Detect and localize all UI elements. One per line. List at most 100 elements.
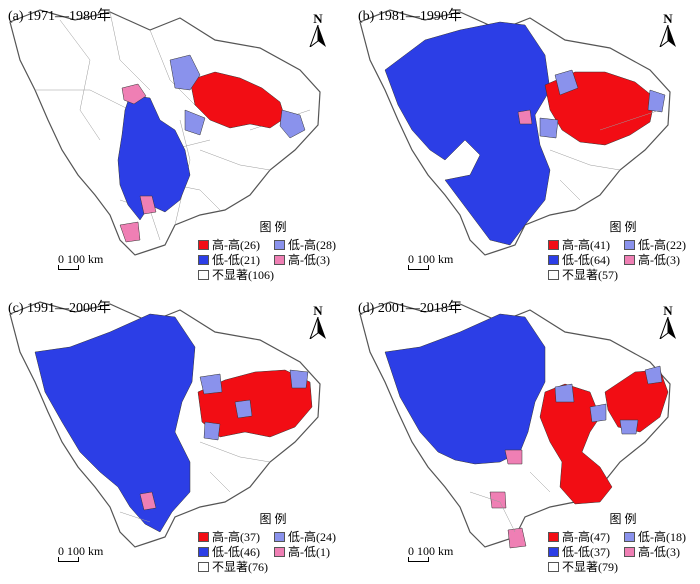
legend-title: 图 例 (259, 512, 287, 526)
swatch-low-low (198, 546, 209, 557)
cluster-low-low (384, 21, 551, 246)
swatch-high-low (274, 546, 285, 557)
legend-high-low: 高-低(3) (288, 253, 330, 267)
cluster-high-low (489, 491, 507, 509)
legend-low-high: 低-高(24) (288, 530, 336, 544)
legend-high-high: 高-高(47) (562, 530, 610, 544)
cluster-low-high (203, 421, 221, 441)
legend-low-low: 低-低(37) (562, 545, 610, 559)
scale-bar-line (58, 557, 79, 562)
swatch-high-low (274, 254, 285, 265)
cluster-low-high (554, 69, 579, 96)
cluster-low-low (384, 313, 546, 465)
cluster-high-low (139, 491, 157, 511)
cluster-low-low (34, 313, 196, 533)
cluster-high-high (189, 71, 286, 129)
legend-title: 图 例 (259, 220, 287, 234)
scale-label: 0 100 km (408, 544, 454, 558)
scale-label: 0 100 km (408, 252, 454, 266)
north-label: N (313, 11, 323, 26)
scale-bar: 0 100 km (408, 252, 454, 270)
legend-high-high: 高-高(41) (562, 238, 610, 252)
legend-not-significant: 不显著(79) (562, 560, 618, 574)
swatch-low-high (274, 531, 285, 542)
legend-low-high: 低-高(28) (288, 238, 336, 252)
north-label: N (663, 303, 673, 318)
legend-not-significant: 不显著(106) (212, 268, 274, 282)
legend-high-high: 高-高(26) (212, 238, 260, 252)
legend-high-high: 高-高(37) (212, 530, 260, 544)
panel-title: (c) 1991—2000年 (8, 301, 112, 316)
scale-label: 0 100 km (58, 252, 104, 266)
swatch-not-significant (548, 561, 559, 572)
swatch-high-high (548, 531, 559, 542)
cluster-low-high (184, 109, 206, 136)
legend-title: 图 例 (609, 512, 637, 526)
swatch-low-low (548, 254, 559, 265)
lisa-cluster-map-d (359, 301, 671, 549)
cluster-low-high (539, 117, 559, 139)
lisa-cluster-map-b (359, 9, 671, 256)
legend-low-low: 低-低(64) (562, 253, 610, 267)
panel-title: (a) 1971—1980年 (8, 9, 112, 24)
legend-low-high: 低-高(22) (638, 238, 686, 252)
scale-bar: 0 100 km (408, 544, 454, 562)
swatch-low-low (198, 254, 209, 265)
legend: 图 例 高-高(41) 低-高(22) 低-低(64) 高-低(3) 不显著(5… (548, 218, 698, 282)
cluster-high-low (121, 83, 147, 105)
swatch-not-significant (548, 269, 559, 280)
map-panel-a: (a) 1971—1980年 N 0 100 km 图 例 高-高(26) 低-… (0, 0, 350, 292)
legend-low-low: 低-低(21) (212, 253, 260, 267)
cluster-low-low (117, 94, 191, 221)
swatch-not-significant (198, 561, 209, 572)
cluster-low-high (589, 403, 607, 423)
legend: 图 例 高-高(47) 低-高(18) 低-低(37) 高-低(3) 不显著(7… (548, 510, 698, 574)
legend-low-low: 低-低(46) (212, 545, 260, 559)
legend: 图 例 高-高(26) 低-高(28) 低-低(21) 高-低(3) 不显著(1… (198, 218, 348, 282)
map-panel-c: (c) 1991—2000年 N 0 100 km 图 例 高-高(37) 低-… (0, 292, 350, 584)
cluster-low-high (234, 399, 253, 419)
swatch-high-high (548, 239, 559, 250)
north-label: N (313, 303, 323, 318)
cluster-high-low (119, 221, 141, 243)
swatch-high-high (198, 239, 209, 250)
panel-title: (b) 1981—1990年 (358, 9, 462, 24)
panel-title: (d) 2001—2018年 (358, 301, 462, 316)
cluster-high-low (139, 195, 157, 215)
scale-bar-line (58, 265, 79, 270)
north-arrow-icon: N (306, 304, 330, 344)
scale-bar: 0 100 km (58, 252, 104, 270)
swatch-low-high (624, 531, 635, 542)
legend-high-low: 高-低(3) (638, 545, 680, 559)
swatch-high-low (624, 254, 635, 265)
swatch-not-significant (198, 269, 209, 280)
scale-bar-line (408, 557, 429, 562)
swatch-high-low (624, 546, 635, 557)
map-panel-b: (b) 1981—1990年 N 0 100 km 图 例 高-高(41) 低-… (350, 0, 700, 292)
cluster-low-high (554, 383, 575, 403)
legend: 图 例 高-高(37) 低-高(24) 低-低(46) 高-低(1) 不显著(7… (198, 510, 348, 574)
scale-bar-line (408, 265, 429, 270)
north-arrow-icon: N (656, 12, 680, 52)
swatch-low-low (548, 546, 559, 557)
legend-low-high: 低-高(18) (638, 530, 686, 544)
scale-label: 0 100 km (58, 544, 104, 558)
legend-high-low: 高-低(1) (288, 545, 330, 559)
legend-title: 图 例 (609, 220, 637, 234)
legend-not-significant: 不显著(76) (212, 560, 268, 574)
swatch-high-high (198, 531, 209, 542)
legend-high-low: 高-低(3) (638, 253, 680, 267)
north-arrow-icon: N (656, 304, 680, 344)
cluster-high-high (604, 369, 669, 433)
cluster-low-high (289, 369, 309, 389)
cluster-high-low (504, 449, 523, 465)
north-label: N (663, 11, 673, 26)
lisa-cluster-map-a (9, 9, 321, 256)
north-arrow-icon: N (306, 12, 330, 52)
cluster-low-high (169, 54, 201, 91)
cluster-low-high (279, 109, 306, 139)
swatch-low-high (274, 239, 285, 250)
scale-bar: 0 100 km (58, 544, 104, 562)
cluster-low-high (644, 365, 663, 385)
cluster-low-high (199, 373, 223, 395)
